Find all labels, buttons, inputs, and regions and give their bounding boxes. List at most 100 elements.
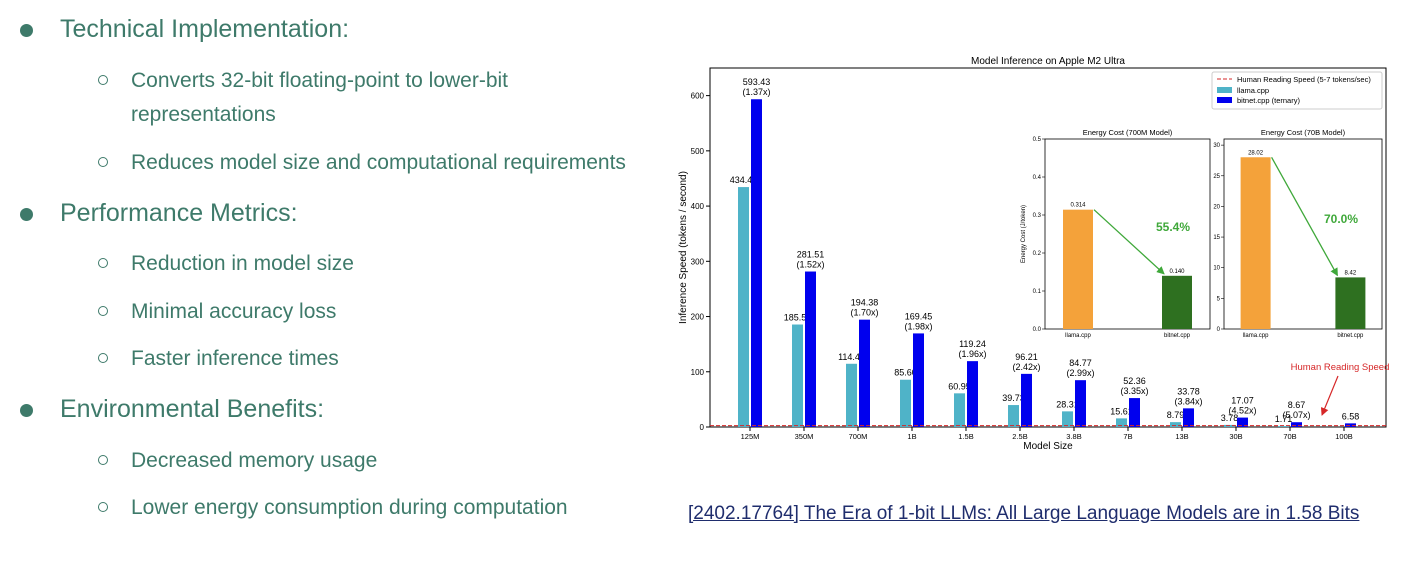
bullet-list: Technical Implementation: Converts 32-bi…	[0, 0, 680, 564]
inset-value-label: 0.314	[1070, 203, 1086, 209]
bitnet-bar	[751, 99, 762, 427]
legend-entry: llama.cpp	[1237, 86, 1269, 95]
inset-x-tick-label: bitnet.cpp	[1337, 333, 1364, 339]
inset-title: Energy Cost (700M Model)	[1083, 128, 1173, 137]
x-tick-label: 13B	[1175, 432, 1188, 441]
bullet-performance-metrics: Performance Metrics:	[60, 199, 298, 227]
llama-data-label: 15.61	[1110, 406, 1133, 416]
llama-bar	[738, 187, 749, 427]
llama-data-label: 3.78	[1221, 413, 1239, 423]
x-tick-label: 1.5B	[958, 432, 973, 441]
chart-title: Model Inference on Apple M2 Ultra	[971, 56, 1125, 67]
sub-bullet-text: Reduces model size and computational req…	[131, 151, 626, 174]
energy-inset-chart: Energy Cost (700M Model) Energy Cost (J/t…	[1021, 128, 1211, 339]
inference-chart: Model Inference on Apple M2 Ultra Model S…	[678, 56, 1390, 452]
inset-bitnet-bar	[1335, 277, 1366, 329]
x-axis-label: Model Size	[1023, 441, 1073, 452]
sub-bullet-circle-icon	[98, 75, 108, 85]
bitnet-bar	[859, 319, 870, 427]
sub-bullet-circle-icon	[98, 353, 108, 363]
inset-llama-bar	[1240, 157, 1271, 329]
sub-bullet-circle-icon	[98, 306, 108, 316]
inset-x-tick-label: llama.cpp	[1243, 333, 1269, 339]
bitnet-bar	[1183, 408, 1194, 427]
legend-box	[1211, 71, 1383, 110]
legend-swatch	[1217, 97, 1232, 103]
sub-bullet-circle-icon	[98, 258, 108, 268]
y-tick-label: 400	[691, 202, 705, 211]
bitnet-data-label: 169.45	[905, 311, 933, 321]
llama-bar	[1062, 411, 1073, 427]
inset-value-label: 0.140	[1169, 269, 1185, 275]
bullet-dot-icon	[20, 24, 33, 37]
human-reading-speed-annotation: Human Reading Speed	[1291, 362, 1390, 373]
x-tick-label: 1B	[907, 432, 916, 441]
inset-llama-bar	[1063, 209, 1093, 329]
bitnet-data-label: 119.24	[959, 339, 986, 349]
y-axis-label: Inference Speed (tokens / second)	[678, 171, 689, 324]
sub-bullet-text: Decreased memory usage	[131, 449, 378, 472]
inset-value-label: 8.42	[1345, 270, 1357, 276]
inset-x-tick-label: llama.cpp	[1065, 333, 1091, 339]
sub-bullet-circle-icon	[98, 502, 108, 512]
llama-bar	[1008, 405, 1019, 427]
inset-y-tick-label: 20	[1213, 204, 1220, 210]
inference-chart-figure: Model Inference on Apple M2 Ultra Model S…	[676, 50, 1410, 460]
reduction-percentage: 55.4%	[1156, 220, 1190, 234]
sub-bullet-text: Minimal accuracy loss	[131, 300, 337, 323]
x-tick-label: 125M	[741, 432, 760, 441]
inset-bitnet-bar	[1162, 275, 1192, 329]
bitnet-data-label: 8.67	[1288, 400, 1306, 410]
speedup-label: (2.42x)	[1012, 362, 1040, 372]
x-tick-label: 2.5B	[1012, 432, 1027, 441]
inset-y-tick-label: 0.0	[1033, 327, 1042, 333]
bitnet-bar	[913, 333, 924, 427]
bitnet-data-label: 33.78	[1177, 386, 1200, 396]
sub-bullet-text: Reduction in model size	[131, 252, 354, 275]
speedup-label: (3.84x)	[1174, 396, 1202, 406]
annotation-arrow	[1320, 375, 1339, 416]
y-tick-label: 600	[691, 92, 705, 101]
sub-bullet-circle-icon	[98, 455, 108, 465]
bullet-technical-implementation: Technical Implementation:	[60, 15, 350, 43]
chart-legend: Human Reading Speed (5-7 tokens/sec) llam…	[1211, 71, 1383, 110]
bitnet-data-label: 6.58	[1342, 411, 1360, 421]
inset-y-tick-label: 0.2	[1033, 251, 1042, 257]
bullet-environmental-benefits: Environmental Benefits:	[60, 395, 325, 423]
llama-bar	[1170, 422, 1181, 427]
bitnet-bar	[967, 361, 978, 427]
bullet-dot-icon	[20, 404, 33, 417]
x-tick-label: 70B	[1283, 432, 1296, 441]
bitnet-data-label: 281.51	[797, 250, 825, 260]
y-tick-label: 0	[700, 423, 705, 432]
bitnet-bar	[1129, 398, 1140, 427]
bitnet-data-label: 194.38	[851, 298, 879, 308]
speedup-label: (2.99x)	[1066, 368, 1094, 378]
llama-data-label: 1.71	[1275, 414, 1293, 424]
speedup-label: (1.70x)	[850, 308, 878, 318]
x-tick-label: 3.8B	[1066, 432, 1081, 441]
llama-data-label: 434.40	[730, 175, 758, 185]
bitnet-data-label: 52.36	[1123, 376, 1146, 386]
y-tick-label: 200	[691, 313, 705, 322]
inset-y-tick-label: 30	[1213, 143, 1220, 149]
energy-inset-chart: Energy Cost (70B Model) 0 5 10 15 20 25 30 28.02…	[1213, 128, 1383, 339]
llama-data-label: 114.47	[838, 352, 865, 362]
speedup-label: (4.52x)	[1228, 406, 1256, 416]
y-tick-label: 100	[691, 368, 705, 377]
sub-bullet-circle-icon	[98, 157, 108, 167]
legend-swatch	[1217, 87, 1232, 93]
llama-data-label: 8.79	[1167, 410, 1185, 420]
reduction-arrow	[1271, 156, 1338, 277]
llama-data-label: 185.56	[784, 313, 812, 323]
bullet-dot-icon	[20, 208, 33, 221]
speedup-label: (1.37x)	[742, 87, 770, 97]
bitnet-bar	[1291, 422, 1302, 427]
bitnet-bar	[1345, 423, 1356, 427]
speedup-label: (3.35x)	[1120, 386, 1148, 396]
llama-bar	[792, 324, 803, 427]
llama-data-label: 60.95	[948, 381, 971, 391]
inset-value-label: 28.02	[1248, 150, 1264, 156]
bitnet-data-label: 593.43	[743, 77, 771, 87]
paper-citation-link[interactable]: [2402.17764] The Era of 1-bit LLMs: All …	[688, 503, 1360, 524]
